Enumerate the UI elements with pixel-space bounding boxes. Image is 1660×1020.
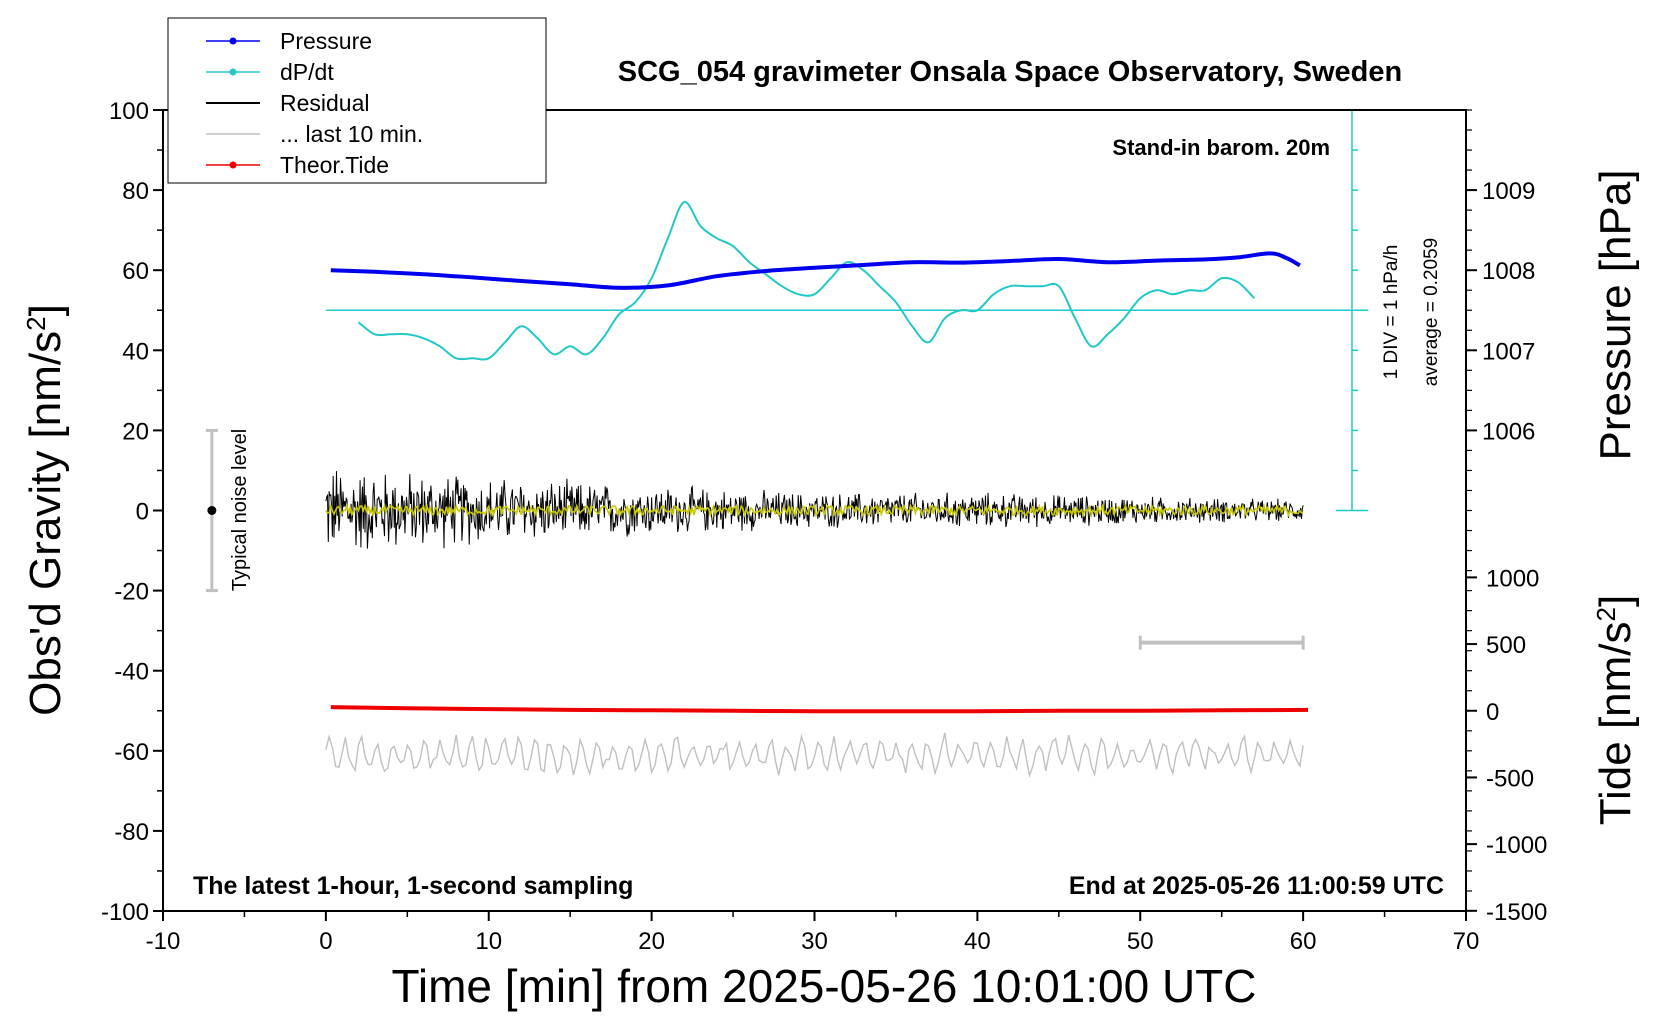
barometer-note: Stand-in barom. 20m: [1112, 135, 1330, 160]
x-tick-label: -10: [146, 928, 181, 955]
x-tick-label: 40: [964, 928, 991, 955]
legend-entry-label: Pressure: [280, 28, 372, 54]
noise-bar-center: [207, 506, 217, 515]
dpdt-line: [357, 201, 1256, 361]
y-tick-label: 80: [122, 178, 149, 205]
y-tick-label: 60: [122, 258, 149, 285]
tide-tick-label: 0: [1486, 699, 1499, 726]
residual-smoothed-line: [325, 502, 1304, 519]
pressure-tick-label: 1007: [1482, 338, 1535, 365]
series-layer: [205, 109, 1369, 778]
legend-entry-label: ... last 10 min.: [280, 121, 423, 147]
y-tick-label: -100: [101, 899, 149, 926]
legend-marker: [229, 37, 237, 45]
end-time-note: End at 2025-05-26 11:00:59 UTC: [1069, 872, 1444, 900]
tide-axis-label-main: Tide [nm/s: [1591, 621, 1640, 825]
last-10-min-line: [325, 732, 1304, 778]
y-tick-label: 0: [136, 499, 149, 526]
tide-tick-label: -500: [1486, 765, 1534, 792]
tide-tick-label: -1500: [1486, 899, 1547, 926]
y-axis-label-main: Obs'd Gravity [nm/s: [21, 331, 70, 716]
tide-axis-label-end: ]: [1591, 595, 1640, 607]
y-axis-label-end: ]: [21, 304, 70, 316]
y-tick-label: -40: [114, 659, 149, 686]
dpdt-scale-note: 1 DIV = 1 hPa/h: [1381, 245, 1402, 380]
x-tick-label: 50: [1127, 928, 1154, 955]
y-axis-label-sup: 2: [21, 316, 51, 330]
pressure-tick-label: 1006: [1482, 418, 1535, 445]
y-tick-label: -20: [114, 579, 149, 606]
y-tick-label: -60: [114, 739, 149, 766]
tide-tick-label: -1000: [1486, 832, 1547, 859]
y-tick-label: -80: [114, 819, 149, 846]
tide-tick-label: 1000: [1486, 565, 1539, 592]
pressure-line: [330, 251, 1301, 290]
x-tick-label: 30: [801, 928, 828, 955]
y-tick-label: 100: [109, 98, 149, 125]
sampling-note: The latest 1-hour, 1-second sampling: [193, 872, 633, 900]
legend-marker: [229, 68, 237, 76]
legend-marker: [229, 161, 237, 169]
x-tick-label: 10: [475, 928, 502, 955]
y-axis-label: Obs'd Gravity [nm/s2]: [21, 304, 70, 716]
legend-entry-label: Residual: [280, 90, 370, 116]
y-tick-label: 40: [122, 338, 149, 365]
legend-box: [167, 17, 547, 184]
y-tick-label: 20: [122, 418, 149, 445]
tide-tick-label: 500: [1486, 632, 1526, 659]
pressure-axis-label: Pressure [hPa]: [1591, 169, 1640, 460]
x-tick-label: 0: [319, 928, 332, 955]
legend-entry-label: dP/dt: [280, 59, 334, 85]
tide-axis-label: Tide [nm/s2]: [1591, 595, 1640, 825]
dpdt-average-note: average = 0.2059: [1421, 238, 1442, 386]
pressure-tick-label: 1008: [1482, 258, 1535, 285]
x-tick-label: 70: [1453, 928, 1480, 955]
x-tick-label: 20: [638, 928, 665, 955]
noise-note: Typical noise level: [229, 429, 251, 591]
legend: Pressure dP/dt Residual ... last 10 min. The…: [167, 17, 547, 184]
x-axis-label: Time [min] from 2025-05-26 10:01:00 UTC: [392, 960, 1257, 1012]
chart-title: SCG_054 gravimeter Onsala Space Observat…: [618, 56, 1402, 88]
legend-entry-label: Theor.Tide: [280, 152, 389, 178]
pressure-tick-label: 1009: [1482, 178, 1535, 205]
x-tick-label: 60: [1290, 928, 1317, 955]
axes-layer: -10 0 10 20 30 40 50 60 70-100-80-60-40-20020406…: [101, 98, 1547, 955]
tide-line: [330, 705, 1309, 714]
tide-axis-label-sup: 2: [1591, 607, 1621, 621]
